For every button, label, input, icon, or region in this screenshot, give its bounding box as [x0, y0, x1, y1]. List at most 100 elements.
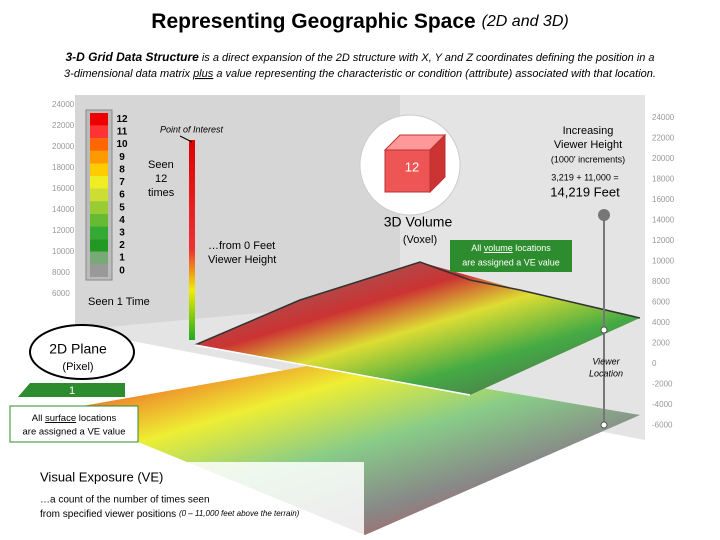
label: 3,219 + 11,000 =: [551, 172, 618, 182]
label: Point of Interest: [160, 124, 224, 134]
axis-label: 14000: [652, 216, 675, 225]
axis-label: 10000: [52, 247, 75, 256]
axis-label: 18000: [52, 163, 75, 172]
legend-swatch: [90, 163, 108, 177]
axis-label: 14000: [52, 205, 75, 214]
axis-label: -4000: [652, 400, 673, 409]
legend-swatch: [90, 264, 108, 277]
axis-label: 22000: [52, 121, 75, 130]
legend-swatch: [90, 188, 108, 202]
plane-edge: [194, 344, 471, 396]
terrain: [195, 262, 640, 395]
legend-swatch: [90, 125, 108, 139]
label: Increasing: [563, 125, 614, 137]
volume-note: All volume locations: [471, 243, 551, 253]
label: (1000' increments): [551, 154, 625, 164]
legend-label: 3: [119, 227, 125, 238]
axis-label: 16000: [52, 184, 75, 193]
plane-title: 2D Plane: [49, 341, 107, 357]
title: Representing Geographic Space (2D and 3D…: [151, 10, 568, 33]
axis-label: 0: [652, 359, 657, 368]
axis-label: -6000: [652, 421, 673, 430]
volume-note-box: [450, 240, 572, 272]
volume-note: are assigned a VE value: [462, 257, 560, 267]
plane-note: are assigned a VE value: [23, 427, 126, 438]
label: times: [148, 187, 175, 199]
legend-swatch: [90, 213, 108, 227]
viewer-point: [600, 421, 608, 429]
legend-label: 11: [117, 127, 128, 138]
legend-swatch: [90, 239, 108, 252]
axis-label: 8000: [652, 277, 670, 286]
plane-note: All surface locations: [32, 413, 117, 424]
volume-title: 3D Volume: [384, 214, 453, 230]
legend-swatch: [90, 138, 108, 151]
legend-label: 7: [119, 177, 125, 188]
footer-text: from specified viewer positions (0 – 11,…: [40, 509, 300, 520]
scene: [60, 95, 645, 535]
legend-swatch: [90, 150, 108, 164]
axis-label: 16000: [652, 195, 675, 204]
footer-title: Visual Exposure (VE): [40, 469, 163, 484]
viewer-pole: [189, 140, 195, 340]
legend-swatch: [90, 226, 108, 240]
legend-label: 4: [119, 215, 125, 226]
legend-swatch: [90, 176, 108, 189]
label: Seen: [148, 159, 174, 171]
axis-label: 6000: [652, 298, 670, 307]
intro-line: 3-D Grid Data Structure is a direct expa…: [65, 50, 654, 64]
legend-swatch: [90, 251, 108, 265]
legend-label: 12: [116, 114, 128, 125]
viewer-point: [600, 326, 608, 334]
legend-label: 9: [119, 152, 125, 163]
axis-label: 2000: [652, 339, 670, 348]
plane-subtitle: (Pixel): [62, 361, 93, 373]
legend-swatch: [90, 113, 108, 126]
viewer-top: [598, 209, 610, 221]
legend-label: 10: [116, 139, 128, 150]
legend-label: 0: [119, 265, 125, 276]
axis-label: 24000: [52, 100, 75, 109]
voxel-side: [429, 133, 446, 194]
left-wall: [75, 95, 400, 330]
label: …from 0 Feet: [208, 240, 275, 252]
axis-label: 6000: [52, 289, 70, 298]
label: Viewer: [592, 356, 620, 366]
ridge: [194, 261, 641, 346]
axis-label: 18000: [652, 175, 675, 184]
axis-label: -2000: [652, 380, 673, 389]
label: Seen 1 Time: [88, 296, 150, 308]
label: Viewer Height: [554, 139, 622, 151]
axis-label: 12000: [652, 236, 675, 245]
pointer: [179, 135, 193, 143]
volume-subtitle: (Voxel): [403, 234, 437, 246]
label: 14,219 Feet: [550, 184, 620, 199]
pixel: [18, 383, 125, 397]
axis-label: 4000: [652, 318, 670, 327]
axis-label: 8000: [52, 268, 70, 277]
footer-text: …a count of the number of times seen: [40, 495, 210, 506]
label: 12: [155, 173, 167, 185]
legend-label: 2: [119, 240, 125, 251]
footer-box: [34, 462, 364, 536]
label: Location: [589, 368, 623, 378]
intro-line: 3-dimensional data matrix plus a value r…: [64, 68, 656, 80]
plane-callout: [29, 324, 135, 380]
plane-note-box: [9, 405, 139, 443]
axis-label: 24000: [652, 113, 675, 122]
axis-label: 22000: [652, 134, 675, 143]
legend-label: 5: [119, 202, 125, 213]
legend-label: 8: [119, 164, 125, 175]
legend-label: 6: [119, 190, 125, 201]
voxel-value: 12: [405, 159, 419, 174]
label: Viewer Height: [208, 254, 276, 266]
pixel-value: 1: [69, 385, 75, 397]
legend-swatch: [90, 201, 108, 214]
axis-label: 20000: [652, 154, 675, 163]
axis-label: 10000: [652, 257, 675, 266]
axis-label: 12000: [52, 226, 75, 235]
axis-label: 20000: [52, 142, 75, 151]
surface-map: [60, 362, 640, 535]
legend-label: 1: [119, 253, 125, 264]
